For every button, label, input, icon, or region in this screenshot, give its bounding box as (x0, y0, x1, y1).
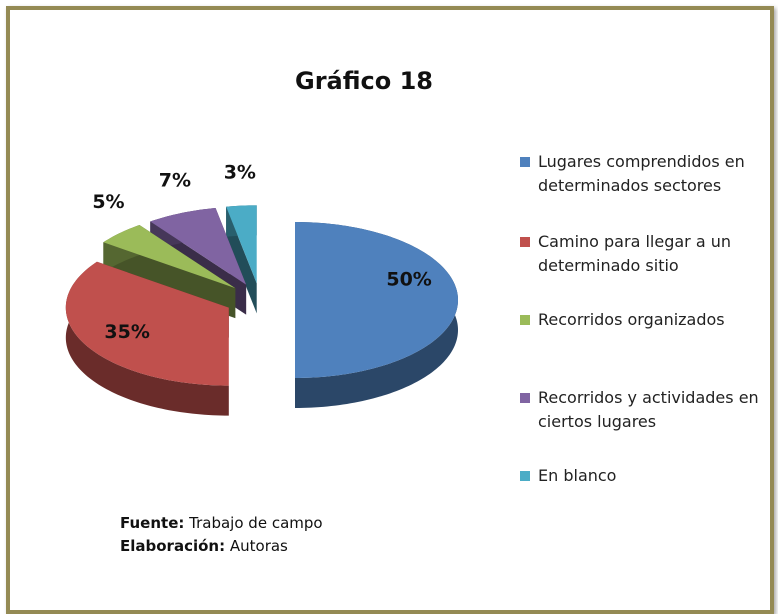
note: Elaboración: Autoras (120, 535, 323, 558)
legend-item: Recorridos y actividades en ciertos luga… (520, 386, 770, 434)
note-label: Elaboración: (120, 537, 226, 555)
legend-swatch (520, 157, 530, 167)
legend-swatch (520, 471, 530, 481)
legend-swatch (520, 237, 530, 247)
legend-item: Lugares comprendidos en determinados sec… (520, 150, 770, 198)
legend-swatch (520, 315, 530, 325)
slice (226, 205, 257, 314)
slice (295, 222, 458, 408)
note-text: Autoras (229, 537, 288, 555)
legend-swatch (520, 393, 530, 403)
slice (103, 225, 236, 289)
chart: Gráfico 18 50% 35% 5% 7% 3% (65, 67, 458, 416)
chart-title: Gráfico 18 (295, 67, 433, 95)
data-label: 50% (386, 269, 431, 291)
data-label: 5% (92, 191, 124, 213)
legend-label: Recorridos organizados (538, 310, 725, 329)
legend-item: Camino para llegar a un determinado siti… (520, 230, 770, 278)
legend-label: Camino para llegar a un determinado siti… (538, 232, 731, 275)
note-label: Fuente: (120, 514, 185, 532)
slice (226, 205, 257, 284)
page: {"chart_data": {"type": "pie3d", "title"… (6, 6, 774, 614)
data-label: 7% (159, 169, 191, 191)
legend-label: Lugares comprendidos en determinados sec… (538, 152, 745, 195)
note: Fuente: Trabajo de campo (120, 512, 323, 535)
legend-label: Recorridos y actividades en ciertos luga… (538, 388, 759, 431)
note-text: Trabajo de campo (189, 514, 323, 532)
legend-item: En blanco (520, 464, 770, 488)
slice (150, 208, 247, 285)
slice (65, 261, 229, 416)
legend-label: En blanco (538, 466, 617, 485)
legend-item: Recorridos organizados (520, 308, 770, 332)
slice-side (65, 261, 229, 416)
data-label: 3% (224, 161, 256, 183)
data-label: 35% (104, 321, 149, 343)
slice (295, 222, 458, 378)
notes: Fuente: Trabajo de campo Elaboración: Au… (120, 512, 323, 558)
slice (65, 261, 229, 386)
